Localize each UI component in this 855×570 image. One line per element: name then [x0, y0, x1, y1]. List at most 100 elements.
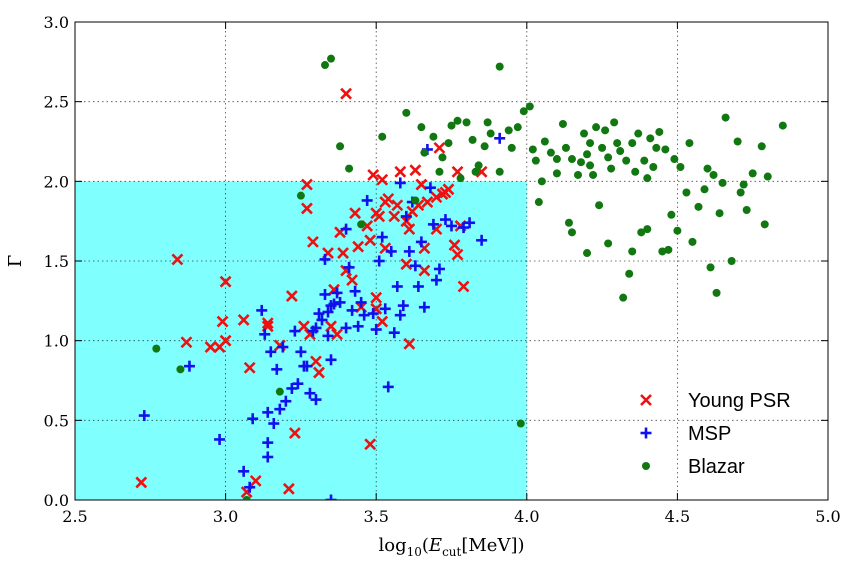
point-blazar [661, 145, 670, 154]
point-young-psr [382, 192, 395, 205]
point-blazar [583, 249, 592, 258]
legend-marker-young-psr [640, 394, 652, 406]
point-msp [382, 381, 394, 393]
point-blazar [718, 178, 727, 187]
point-young-psr [370, 291, 383, 304]
point-blazar [619, 293, 628, 302]
point-blazar [420, 148, 429, 157]
point-msp [301, 360, 313, 372]
point-blazar [634, 129, 643, 138]
x-tick-label: 4.0 [514, 507, 539, 526]
point-msp [370, 324, 382, 336]
point-young-psr [418, 264, 431, 277]
x-tick-label: 3.5 [363, 507, 388, 526]
point-msp [244, 481, 256, 493]
point-msp [403, 245, 415, 257]
point-msp [322, 330, 334, 342]
point-blazar [327, 54, 336, 63]
point-blazar [453, 116, 462, 125]
point-blazar [574, 170, 583, 179]
point-msp [343, 261, 355, 273]
point-blazar [516, 419, 525, 428]
point-blazar [778, 121, 787, 130]
x-tick-label: 2.5 [62, 507, 87, 526]
point-young-psr [243, 361, 256, 374]
y-axis-label: Γ [5, 255, 26, 268]
point-blazar [667, 210, 676, 219]
legend-item-msp: MSP [640, 423, 731, 445]
point-young-psr [409, 164, 422, 177]
point-young-psr [415, 178, 428, 191]
point-young-psr [307, 235, 319, 248]
point-young-psr [352, 240, 365, 253]
point-msp [385, 245, 397, 257]
point-blazar [643, 225, 652, 234]
point-msp [346, 304, 358, 316]
point-young-psr [288, 427, 301, 439]
point-young-psr [448, 239, 461, 251]
point-msp [325, 494, 337, 500]
point-msp [325, 354, 337, 366]
point-blazar [640, 156, 649, 165]
point-blazar [507, 143, 516, 152]
point-msp [262, 406, 274, 418]
point-young-psr [457, 280, 470, 293]
point-blazar [456, 174, 465, 183]
x-tick-label: 4.5 [665, 507, 690, 526]
point-msp [361, 194, 373, 206]
point-blazar [519, 107, 528, 116]
point-blazar [664, 245, 673, 254]
point-young-psr [325, 320, 337, 333]
point-blazar [275, 387, 284, 396]
point-blazar [528, 145, 537, 154]
y-tick-label: 2.5 [44, 93, 69, 112]
point-msp [439, 214, 451, 226]
point-young-psr [364, 438, 377, 451]
point-blazar [513, 123, 522, 132]
point-blazar [176, 365, 185, 374]
point-young-psr [297, 320, 310, 333]
point-msp [376, 231, 388, 243]
point-blazar [649, 162, 658, 171]
point-young-psr [285, 290, 298, 302]
point-blazar [589, 170, 598, 179]
point-young-psr [388, 210, 401, 223]
point-young-psr [346, 274, 359, 287]
y-tick-label: 3.0 [44, 13, 69, 32]
point-young-psr [180, 336, 193, 349]
point-blazar [444, 139, 453, 148]
point-blazar [438, 153, 447, 162]
point-msp [310, 394, 322, 406]
point-msp [262, 437, 274, 449]
point-msp [394, 177, 406, 189]
point-blazar [471, 167, 480, 176]
point-blazar [676, 162, 685, 171]
point-msp [289, 325, 301, 337]
point-msp [349, 285, 361, 297]
point-blazar [643, 174, 652, 183]
point-blazar [604, 239, 613, 248]
point-young-psr [400, 258, 413, 271]
point-blazar [378, 132, 387, 141]
point-young-psr [433, 141, 446, 154]
point-blazar [345, 164, 354, 173]
point-msp [331, 287, 343, 299]
point-blazar [628, 139, 637, 148]
point-blazar [586, 161, 595, 170]
point-msp [319, 253, 331, 265]
point-msp [412, 280, 424, 292]
point-msp [433, 263, 445, 275]
legend-label-blazar: Blazar [688, 456, 745, 478]
point-msp [277, 341, 289, 353]
legend-label-msp: MSP [688, 423, 731, 445]
point-blazar [504, 126, 513, 135]
point-young-psr [403, 223, 416, 236]
point-msp [322, 306, 334, 318]
legend-marker-blazar [642, 462, 650, 470]
point-msp [424, 182, 436, 194]
point-msp [313, 308, 325, 320]
point-msp [400, 210, 412, 222]
point-blazar [685, 139, 694, 148]
point-blazar [561, 143, 570, 152]
